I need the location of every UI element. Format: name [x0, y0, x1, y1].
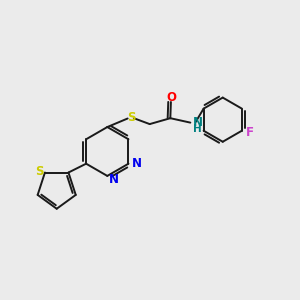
- Text: F: F: [246, 126, 254, 139]
- Text: S: S: [35, 165, 44, 178]
- Text: N: N: [193, 116, 203, 128]
- Text: O: O: [166, 91, 176, 104]
- Text: S: S: [127, 111, 136, 124]
- Text: H: H: [193, 124, 201, 134]
- Text: N: N: [109, 173, 119, 186]
- Text: N: N: [132, 157, 142, 170]
